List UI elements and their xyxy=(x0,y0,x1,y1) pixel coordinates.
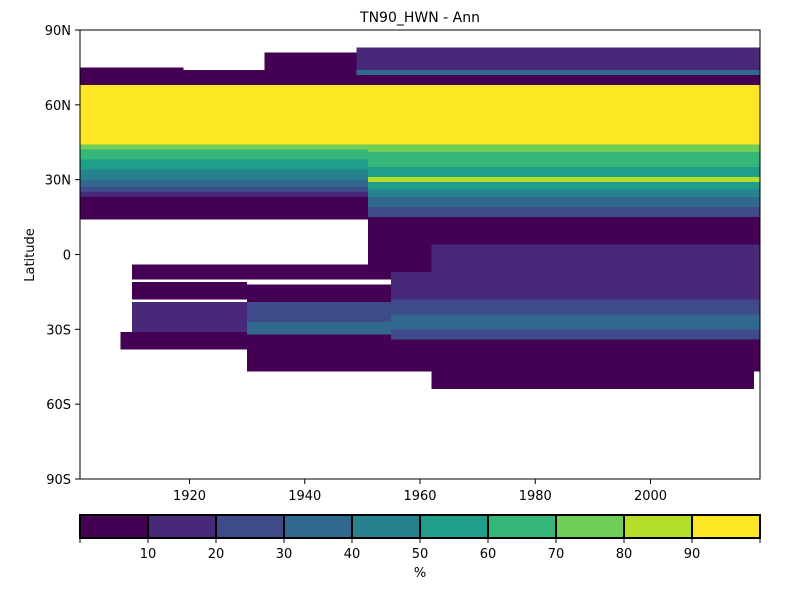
colorbar-tick-label: 10 xyxy=(140,547,157,562)
heatmap-cell-38 xyxy=(391,314,760,330)
heatmap-cell-12 xyxy=(368,152,760,168)
colorbar-swatch-2 xyxy=(215,514,285,539)
heatmap-cell-24 xyxy=(356,69,760,75)
heatmap-cell-26 xyxy=(431,244,760,272)
colorbar-swatch-8 xyxy=(623,514,693,539)
heatmap-cells xyxy=(80,47,760,390)
y-axis-label: Latitude xyxy=(23,228,38,282)
colorbar-tick-label: 50 xyxy=(412,547,429,562)
heatmap-cell-28 xyxy=(131,281,248,300)
x-tick-label: 2000 xyxy=(634,489,667,504)
heatmap-cell-22 xyxy=(264,52,357,75)
heatmap-cell-31 xyxy=(247,284,403,302)
heatmap-cell-32 xyxy=(247,301,403,322)
colorbar-tick-label: 20 xyxy=(208,547,225,562)
heatmap-cell-5 xyxy=(80,169,369,180)
heatmap-cell-8 xyxy=(80,192,369,198)
heatmap-cell-30 xyxy=(120,331,248,350)
x-axis: 1920 1940 1960 1980 2000 xyxy=(173,479,667,504)
heatmap-cell-4 xyxy=(80,159,369,170)
y-tick-label: 30S xyxy=(46,323,71,338)
heatmap-cell-36 xyxy=(391,279,760,300)
heatmap-cell-40 xyxy=(391,339,760,350)
colorbar-tick-label: 90 xyxy=(684,547,701,562)
heatmap-cell-6 xyxy=(80,179,369,188)
x-tick-label: 1940 xyxy=(288,489,321,504)
colorbar-tick-label: 80 xyxy=(616,547,633,562)
colorbar-swatch-4 xyxy=(351,514,421,539)
heatmap-cell-20 xyxy=(80,67,184,75)
x-tick-label: 1920 xyxy=(173,489,206,504)
heatmap-cell-2 xyxy=(80,144,369,150)
heatmap-cell-42 xyxy=(431,371,755,390)
heatmap-cell-3 xyxy=(80,149,369,160)
heatmap-cell-39 xyxy=(391,329,760,340)
colorbar-swatch-6 xyxy=(487,514,557,539)
heatmap-cell-0 xyxy=(80,74,760,85)
heatmap-cell-14 xyxy=(368,177,760,183)
y-tick-label: 90S xyxy=(46,473,71,488)
colorbar: 10 20 30 40 50 60 70 80 90 xyxy=(79,514,761,562)
heatmap-cell-19 xyxy=(368,217,760,245)
heatmap-cell-34 xyxy=(247,334,403,372)
y-tick-label: 0 xyxy=(63,249,71,264)
chart-title: TN90_HWN - Ann xyxy=(359,10,480,26)
colorbar-tick-label: 30 xyxy=(276,547,293,562)
y-axis: 90N 60N 30N 0 30S 60S 90S xyxy=(45,24,80,488)
y-tick-label: 90N xyxy=(45,24,71,39)
y-tick-label: 60S xyxy=(46,398,71,413)
heatmap-cell-1 xyxy=(80,84,760,145)
heatmap-cell-21 xyxy=(183,69,265,75)
heatmap-cell-41 xyxy=(391,349,760,372)
colorbar-swatch-0 xyxy=(79,514,149,539)
colorbar-label: % xyxy=(414,566,426,581)
heatmap-cell-11 xyxy=(368,144,760,153)
heatmap-cell-7 xyxy=(80,187,369,193)
colorbar-swatch-7 xyxy=(555,514,625,539)
colorbar-swatch-5 xyxy=(419,514,489,539)
heatmap-cell-16 xyxy=(368,189,760,198)
heatmap-cell-35 xyxy=(391,271,760,280)
heatmap-cell-9 xyxy=(80,197,369,215)
heatmap-cell-37 xyxy=(391,299,760,315)
heatmap-cell-27 xyxy=(131,264,392,280)
y-tick-label: 30N xyxy=(45,174,71,189)
colorbar-tick-label: 60 xyxy=(480,547,497,562)
colorbar-tick-label: 40 xyxy=(344,547,361,562)
colorbar-tick-label: 70 xyxy=(548,547,565,562)
heatmap-cell-10 xyxy=(80,214,369,220)
heatmap-cell-17 xyxy=(368,197,760,208)
heatmap-cell-15 xyxy=(368,182,760,190)
heatmap-cell-13 xyxy=(368,167,760,178)
colorbar-swatch-1 xyxy=(147,514,217,539)
colorbar-swatch-3 xyxy=(283,514,353,539)
heatmap-cell-33 xyxy=(247,321,403,335)
x-tick-label: 1960 xyxy=(403,489,436,504)
heatmap-cell-29 xyxy=(131,301,248,332)
heatmap-cell-18 xyxy=(368,207,760,218)
x-tick-label: 1980 xyxy=(519,489,552,504)
y-tick-label: 60N xyxy=(45,99,71,114)
colorbar-swatch-9 xyxy=(691,514,761,539)
